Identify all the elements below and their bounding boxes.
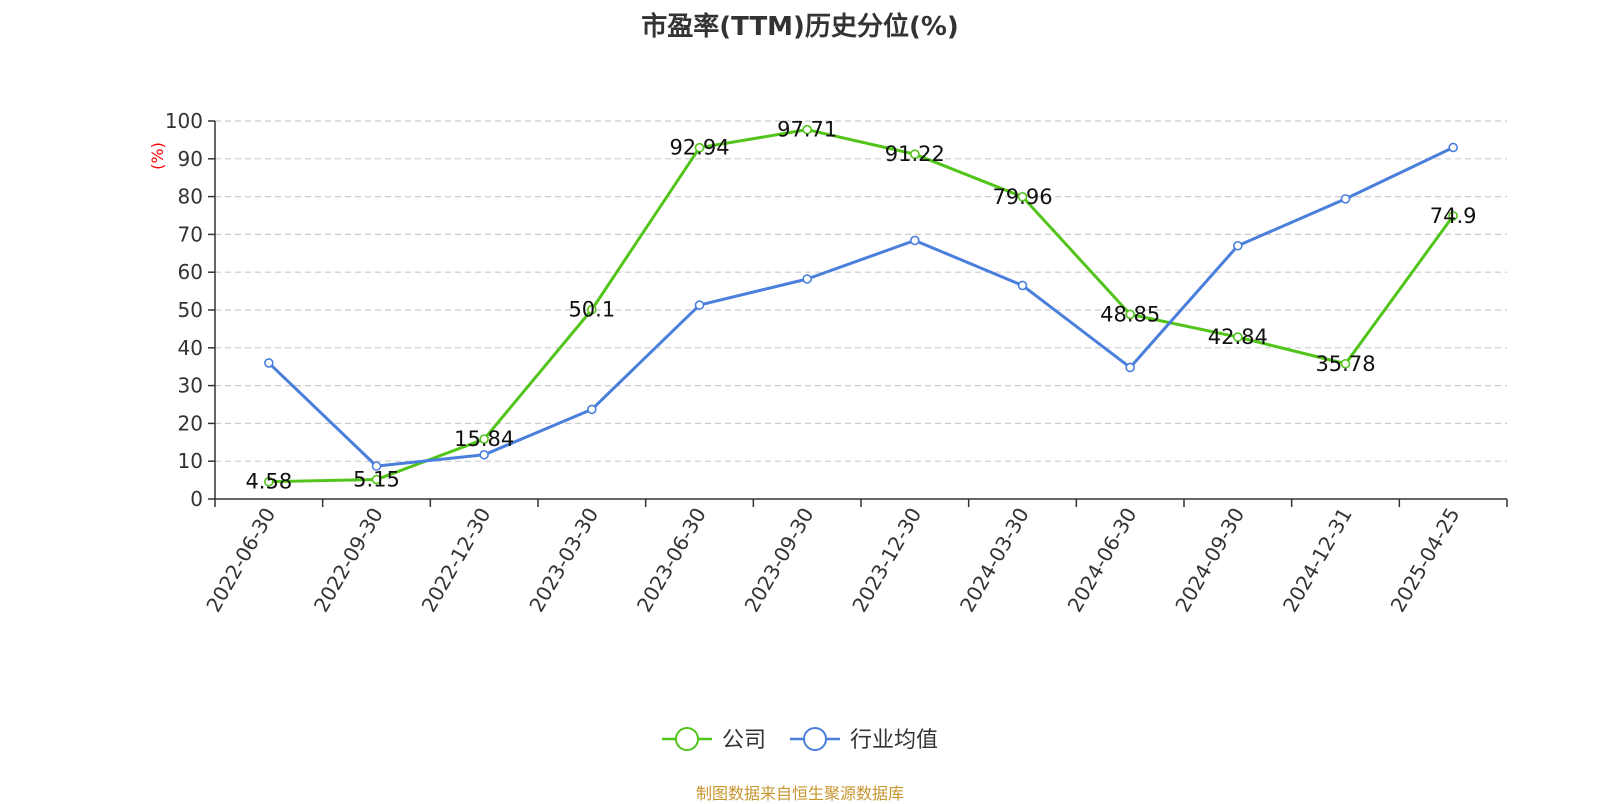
data-label-layer: 4.58 5.15 15.84 50.1 92.94 97.71 91.22 79.96 48.… [245, 118, 1476, 494]
y-axis-label: (%) [148, 142, 167, 170]
data-point[interactable] [910, 149, 920, 159]
x-tick-label: 2024-06-30 [1063, 504, 1142, 617]
x-tick-label: 2023-09-30 [740, 504, 819, 617]
legend-marker-1[interactable] [803, 727, 827, 751]
y-tick-label: 30 [178, 374, 203, 398]
x-tick-label: 2022-12-30 [417, 504, 496, 617]
data-point[interactable] [802, 124, 812, 135]
chart-title: 市盈率(TTM)历史分位(%) [641, 12, 959, 42]
data-point[interactable] [1340, 194, 1351, 204]
x-tick-label: 2022-06-30 [201, 504, 280, 617]
x-tick-label: 2024-09-30 [1170, 504, 1249, 617]
y-tick-label: 0 [190, 487, 203, 511]
x-tick-label: 2025-04-25 [1386, 504, 1465, 617]
grid-layer [215, 120, 1507, 462]
series-line-0 [268, 128, 1455, 484]
data-label: 91.22 [885, 142, 945, 166]
data-point[interactable] [1233, 332, 1243, 342]
y-tick-label: 80 [178, 185, 203, 209]
y-tick-label: 60 [178, 260, 203, 284]
legend[interactable]: 公司 行业均值 [662, 727, 938, 753]
data-label: 15.84 [454, 427, 514, 451]
data-label: 50.1 [568, 298, 615, 322]
data-label: 4.58 [245, 470, 292, 494]
data-point[interactable] [479, 434, 489, 444]
data-point[interactable] [587, 304, 597, 315]
data-point[interactable] [802, 274, 812, 284]
data-label: 74.9 [1430, 204, 1477, 228]
data-label: 5.15 [353, 468, 400, 492]
data-point[interactable] [1017, 280, 1028, 291]
x-tick-label: 2023-12-30 [847, 504, 926, 617]
y-tick-label: 40 [178, 336, 203, 360]
data-point[interactable] [910, 235, 920, 246]
data-label: 35.78 [1315, 352, 1375, 376]
series-layer [264, 124, 1458, 487]
x-tick-label: 2024-03-30 [955, 504, 1034, 617]
data-point[interactable] [1448, 142, 1458, 153]
x-tick-label: 2024-12-31 [1278, 504, 1357, 617]
x-tick-label: 2023-03-30 [524, 504, 603, 617]
data-point[interactable] [371, 474, 382, 485]
legend-label-1[interactable]: 行业均值 [850, 728, 938, 753]
data-point[interactable] [694, 300, 705, 310]
data-point[interactable] [371, 461, 382, 471]
series-line-1 [267, 146, 1454, 468]
data-label: 97.71 [777, 118, 837, 142]
data-point[interactable] [694, 142, 705, 153]
data-point[interactable] [479, 449, 489, 460]
data-point[interactable] [1125, 309, 1135, 320]
data-point[interactable] [1125, 362, 1135, 373]
y-tick-label: 70 [178, 222, 203, 246]
data-point[interactable] [587, 404, 597, 415]
y-tick-label: 50 [178, 298, 203, 322]
axis-layer: 0 10 20 30 40 50 60 70 80 90 100 (%) 2022-06-30 2022-… [148, 109, 1508, 617]
data-point[interactable] [264, 358, 274, 368]
y-tick-label: 90 [178, 147, 203, 171]
data-label: 92.94 [669, 136, 729, 160]
legend-label-0[interactable]: 公司 [722, 728, 766, 753]
legend-marker-0[interactable] [675, 727, 699, 751]
data-point[interactable] [1340, 358, 1351, 369]
x-tick-label: 2023-06-30 [632, 504, 711, 617]
data-label: 79.96 [992, 185, 1052, 209]
data-point[interactable] [1017, 191, 1028, 202]
x-tick-label: 2022-09-30 [309, 504, 388, 617]
y-tick-label: 100 [165, 109, 203, 133]
data-point[interactable] [264, 476, 274, 487]
y-tick-label: 20 [178, 411, 203, 435]
data-point[interactable] [1233, 240, 1243, 251]
data-label: 42.84 [1208, 325, 1268, 349]
y-tick-label: 10 [178, 449, 203, 473]
source-note: 制图数据来自恒生聚源数据库 [695, 784, 904, 803]
data-point[interactable] [1448, 211, 1458, 221]
data-label: 48.85 [1100, 302, 1160, 326]
